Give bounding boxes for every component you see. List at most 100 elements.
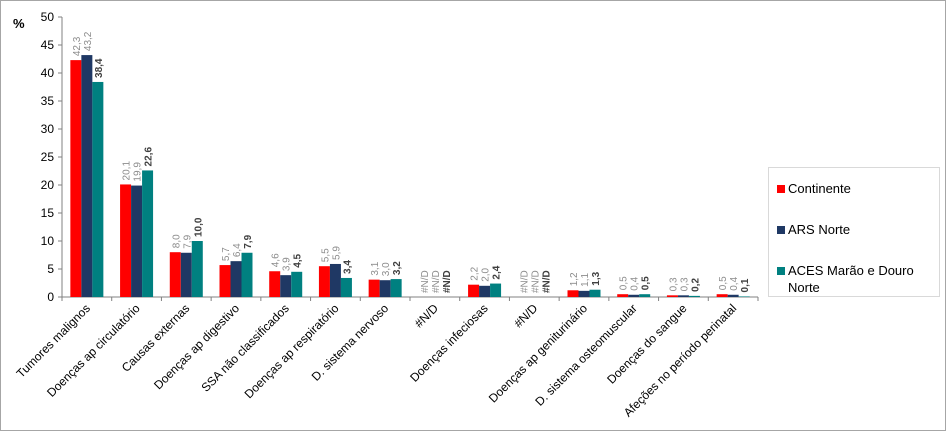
data-label: 7,9 <box>243 234 254 248</box>
bar <box>241 252 253 297</box>
y-tick-label: 0 <box>47 290 54 304</box>
bar <box>738 296 750 297</box>
bar <box>280 275 292 297</box>
bar <box>120 184 132 297</box>
data-label: #N/D <box>420 270 431 293</box>
bar <box>578 290 590 297</box>
bar <box>617 294 629 297</box>
data-label: 7,9 <box>182 234 193 248</box>
y-tick-label: 30 <box>41 122 55 136</box>
data-label: 38,4 <box>94 58 105 78</box>
bar <box>329 263 341 297</box>
bar <box>368 279 380 297</box>
y-tick-label: 45 <box>41 38 55 52</box>
bar <box>677 295 689 297</box>
bar <box>639 294 651 297</box>
bar <box>142 170 154 297</box>
data-label: 2,2 <box>470 266 481 280</box>
data-label: #N/D <box>541 270 552 293</box>
category-label: #N/D <box>412 301 441 330</box>
y-tick-label: 40 <box>41 66 55 80</box>
data-label: 5,9 <box>331 246 342 260</box>
bar <box>131 185 143 297</box>
data-label: 1,1 <box>580 273 591 287</box>
category-label: SSA não classificados <box>198 301 291 394</box>
category-label: Doenças ap geniturinário <box>486 301 590 405</box>
data-label: #N/D <box>442 270 453 293</box>
data-label: 6,4 <box>232 243 243 257</box>
legend-swatch-continente <box>777 185 785 193</box>
bar <box>269 271 281 297</box>
bar <box>479 285 491 297</box>
bar <box>379 280 391 297</box>
y-tick-label: 15 <box>41 206 55 220</box>
y-tick-label: 50 <box>41 10 55 24</box>
data-label: 3,0 <box>381 262 392 276</box>
data-label: #N/D <box>519 270 530 293</box>
data-label: 0,5 <box>718 276 729 290</box>
data-label: 1,3 <box>591 271 602 285</box>
bar <box>727 294 739 297</box>
category-label: #N/D <box>511 301 540 330</box>
category-label: Doenças ap digestivo <box>151 301 242 392</box>
bar <box>291 271 303 297</box>
data-label: 42,3 <box>72 36 83 56</box>
legend-swatch-aces <box>777 267 785 275</box>
bar <box>340 277 352 297</box>
bar <box>628 294 640 297</box>
data-label: 10,0 <box>193 217 204 237</box>
category-label: Doenças ap respiratório <box>242 301 342 401</box>
data-label: 8,0 <box>171 234 182 248</box>
bar <box>219 265 231 297</box>
bar <box>589 289 601 297</box>
data-label: 4,5 <box>293 253 304 267</box>
legend-item-ars-norte: ARS Norte <box>777 221 938 238</box>
data-label: 19,9 <box>133 162 144 182</box>
data-label: 3,2 <box>392 261 403 275</box>
bar <box>169 252 181 297</box>
y-tick-label: 25 <box>41 150 55 164</box>
data-label: 0,3 <box>668 277 679 291</box>
data-label: 2,4 <box>492 265 503 279</box>
legend: Continente ARS Norte ACES Marão e Douro … <box>768 167 940 297</box>
data-label: 0,4 <box>630 276 641 290</box>
bar <box>81 55 93 297</box>
bar <box>490 283 502 297</box>
legend-item-continente: Continente <box>777 180 938 197</box>
bar <box>390 279 402 297</box>
data-label: 43,2 <box>83 31 94 51</box>
data-label: 0,5 <box>619 276 630 290</box>
data-label: #N/D <box>530 270 541 293</box>
legend-item-aces: ACES Marão e Douro Norte <box>777 262 938 296</box>
data-label: 3,1 <box>370 261 381 275</box>
y-tick-label: 35 <box>41 94 55 108</box>
bar <box>230 261 242 297</box>
data-label: #N/D <box>431 270 442 293</box>
category-label: D. sistema osteomuscular <box>532 301 640 409</box>
data-label: 3,9 <box>282 257 293 271</box>
data-label: 2,0 <box>481 267 492 281</box>
data-label: 0,1 <box>740 278 751 292</box>
bar <box>318 266 330 297</box>
legend-label-ars-norte: ARS Norte <box>788 222 851 237</box>
bar <box>180 252 192 297</box>
legend-label-aces: ACES Marão e Douro Norte <box>788 263 914 295</box>
data-label: 5,5 <box>320 248 331 262</box>
data-label: 4,6 <box>271 253 282 267</box>
category-label: Doenças ap circulatório <box>44 301 143 400</box>
bar <box>688 295 700 297</box>
data-label: 3,4 <box>342 260 353 274</box>
data-label: 0,5 <box>641 276 652 290</box>
bar <box>666 295 678 297</box>
data-label: 22,6 <box>144 147 155 167</box>
bar <box>92 81 104 298</box>
data-label: 0,2 <box>690 278 701 292</box>
y-tick-label: 5 <box>47 262 54 276</box>
bar <box>567 290 579 297</box>
bar <box>468 284 480 297</box>
bar <box>191 241 203 297</box>
legend-label-continente: Continente <box>788 181 851 196</box>
y-tick-label: 10 <box>41 234 55 248</box>
